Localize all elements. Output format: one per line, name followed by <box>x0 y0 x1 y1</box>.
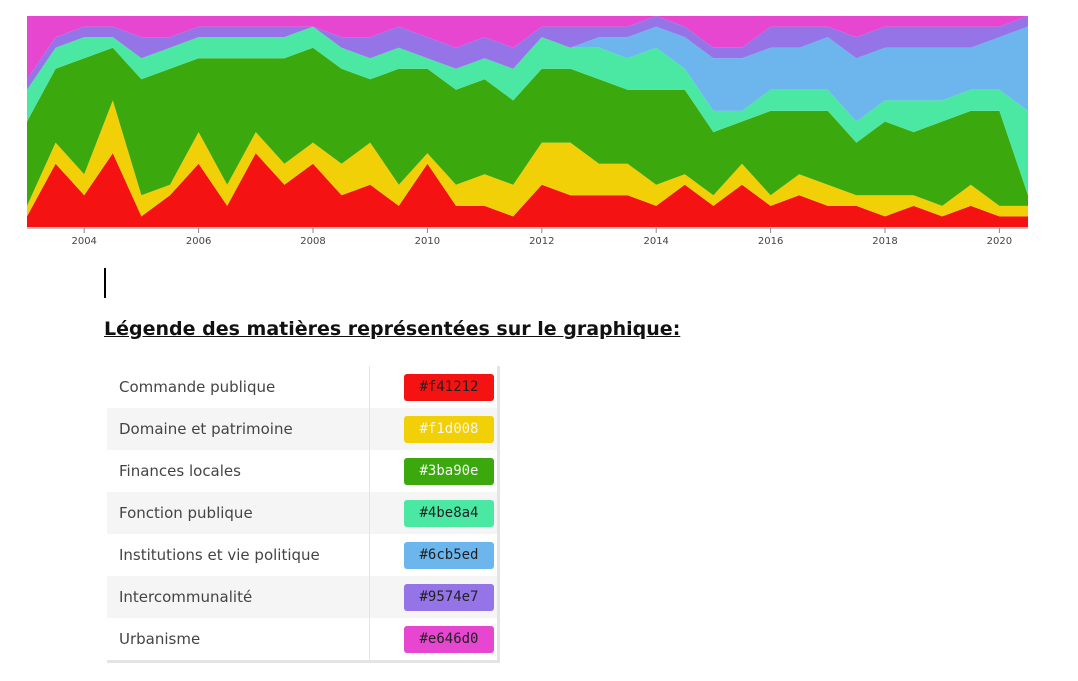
subject-name: Finances locales <box>119 462 241 480</box>
table-row: Institutions et vie politique #6cb5ed <box>107 534 497 576</box>
table-row: Fonction publique #4be8a4 <box>107 492 497 534</box>
area <box>27 153 1028 227</box>
subject-name: Fonction publique <box>119 504 253 522</box>
table-row: Domaine et patrimoine #f1d008 <box>107 408 497 450</box>
column-divider <box>369 450 370 492</box>
text-cursor <box>104 268 106 298</box>
x-tick-label: 2008 <box>300 236 325 247</box>
table-row: Intercommunalité #9574e7 <box>107 576 497 618</box>
table-row: Finances locales #3ba90e <box>107 450 497 492</box>
legend-table: Commande publique #f41212 Domaine et patri… <box>107 366 500 663</box>
color-code: #9574e7 <box>404 583 494 611</box>
x-tick-label: 2020 <box>987 236 1012 247</box>
column-divider <box>369 618 370 660</box>
area <box>27 26 1028 122</box>
legend-heading: Légende des matières représentées sur le… <box>104 318 681 340</box>
x-tick-label: 2006 <box>186 236 211 247</box>
x-tick-label: 2010 <box>415 236 440 247</box>
column-divider <box>369 366 370 408</box>
color-code: #4be8a4 <box>404 499 494 527</box>
column-divider <box>369 576 370 618</box>
table-row: Urbanisme #e646d0 <box>107 618 497 660</box>
subject-name: Urbanisme <box>119 630 201 648</box>
subject-name: Institutions et vie politique <box>119 546 320 564</box>
x-tick-label: 2014 <box>643 236 668 247</box>
x-tick-label: 2012 <box>529 236 554 247</box>
column-divider <box>369 534 370 576</box>
area <box>27 47 1028 206</box>
x-tick-label: 2018 <box>872 236 897 247</box>
subject-name: Domaine et patrimoine <box>119 420 293 438</box>
color-code: #6cb5ed <box>404 541 494 569</box>
color-code: #f41212 <box>404 373 494 401</box>
subject-name: Commande publique <box>119 378 276 396</box>
area <box>27 16 1028 80</box>
x-tick-label: 2004 <box>71 236 96 247</box>
table-row: Commande publique #f41212 <box>107 366 497 408</box>
x-tick-label: 2016 <box>758 236 783 247</box>
color-code: #f1d008 <box>404 415 494 443</box>
area <box>27 16 1028 90</box>
color-code: #e646d0 <box>404 625 494 653</box>
column-divider <box>369 492 370 534</box>
column-divider <box>369 408 370 450</box>
color-code: #3ba90e <box>404 457 494 485</box>
chart: 2004 2006 2008 2010 2012 2014 2016 2018 2020 <box>27 16 1028 247</box>
area <box>27 26 1028 196</box>
subject-name: Intercommunalité <box>119 588 253 606</box>
area <box>27 100 1028 217</box>
